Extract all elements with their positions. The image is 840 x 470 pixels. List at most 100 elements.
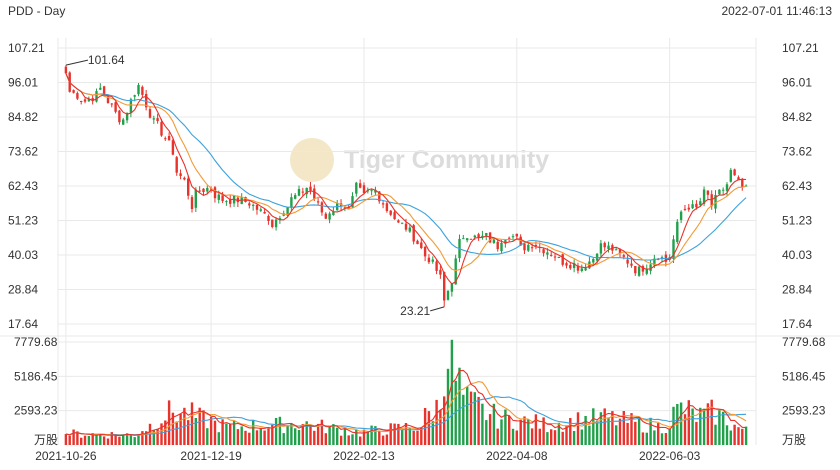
volume-bar [511, 428, 515, 445]
candle-body [343, 207, 347, 209]
candle-body [427, 257, 431, 263]
candle-body [91, 98, 94, 102]
volume-bar [718, 409, 721, 445]
ma20-line [65, 73, 747, 261]
x-tick-label: 2021-10-26 [35, 449, 97, 463]
candle-body [381, 203, 385, 205]
volume-bar [404, 423, 408, 445]
volume-bar [466, 386, 469, 445]
candle-body [297, 189, 301, 196]
price-axis-right-label: 96.01 [782, 76, 812, 90]
candle-body [64, 66, 68, 74]
volume-bar [538, 428, 541, 445]
candle-body [106, 95, 110, 104]
volume-bar [99, 434, 102, 445]
candle-body [481, 235, 484, 238]
candle-body [141, 86, 144, 95]
volume-bar [267, 428, 270, 445]
volume-bar [744, 426, 748, 445]
candle-body [114, 102, 117, 112]
volume-bar [255, 430, 259, 445]
candle-body [565, 263, 568, 266]
candle-body [733, 169, 736, 176]
volume-bar [179, 413, 182, 445]
candle-body [385, 203, 389, 211]
candle-body [316, 201, 320, 203]
candle-body [687, 207, 690, 210]
volume-bar [691, 408, 694, 445]
candle-body [729, 169, 732, 182]
candle-body [649, 264, 652, 271]
volume-bar [343, 428, 347, 445]
candle-body [744, 185, 748, 187]
candle-body [255, 204, 259, 210]
volume-bar [725, 425, 729, 445]
volume-ma5-line [65, 369, 747, 437]
volume-bar [741, 428, 744, 445]
volume-bar [706, 403, 710, 445]
low-annotation-leader [430, 306, 445, 312]
candle-body [546, 252, 549, 255]
candle-body [477, 234, 480, 238]
candle-body [236, 197, 240, 203]
volume-bar [225, 423, 228, 445]
volume-bar [209, 416, 213, 445]
volume-bar [607, 417, 610, 445]
volume-bar [278, 416, 282, 445]
candle-body [286, 207, 289, 216]
volume-bar [145, 431, 148, 445]
candle-body [362, 185, 366, 193]
volume-bar [381, 435, 385, 445]
candle-body [202, 188, 205, 192]
candle-body [305, 187, 308, 195]
candle-body [634, 266, 637, 274]
volume-axis-left-label: 5186.45 [14, 369, 58, 383]
candle-body [527, 244, 530, 251]
x-tick-label: 2022-06-03 [639, 449, 701, 463]
candle-body [607, 245, 610, 249]
volume-bar [83, 435, 87, 445]
candle-body [301, 191, 304, 193]
volume-bar [64, 434, 68, 445]
candle-body [164, 138, 167, 140]
candle-body [244, 197, 247, 202]
tiger-logo-icon [290, 138, 334, 182]
volume-bar [660, 433, 664, 445]
candle-body [416, 240, 419, 245]
volume-bar [76, 431, 79, 445]
volume-bar [401, 429, 404, 445]
candle-body [695, 203, 698, 208]
volume-bar [576, 412, 580, 445]
candle-body [737, 177, 740, 181]
volume-bar [458, 367, 461, 445]
candle-body [542, 249, 545, 254]
candle-body [221, 195, 224, 202]
candle-body [148, 109, 152, 118]
candle-body [508, 237, 511, 239]
volume-bar [523, 416, 526, 445]
candle-body [603, 242, 606, 248]
candle-body [274, 219, 278, 228]
volume-bar [702, 408, 706, 445]
x-tick-label: 2022-02-13 [333, 449, 395, 463]
symbol-period-title: PDD - Day [8, 4, 66, 18]
volume-bar [492, 403, 496, 445]
volume-bar [580, 429, 583, 445]
candle-body [122, 119, 125, 125]
volume-bar [393, 423, 396, 445]
candle-body [198, 190, 201, 192]
candle-body [725, 184, 729, 191]
volume-bar [305, 421, 308, 445]
candle-body [194, 189, 197, 208]
volume-bar [240, 426, 243, 445]
candle-body [637, 266, 641, 276]
volume-bar [645, 432, 648, 445]
volume-bar [347, 435, 350, 445]
volume-axis-left-label: 7779.68 [14, 335, 58, 349]
volume-bar [122, 434, 125, 445]
candle-body [683, 208, 687, 210]
volume-bar [599, 412, 603, 445]
volume-bar [194, 418, 197, 445]
volume-unit-left-label: 万股 [34, 433, 58, 447]
volume-bar [695, 421, 698, 445]
